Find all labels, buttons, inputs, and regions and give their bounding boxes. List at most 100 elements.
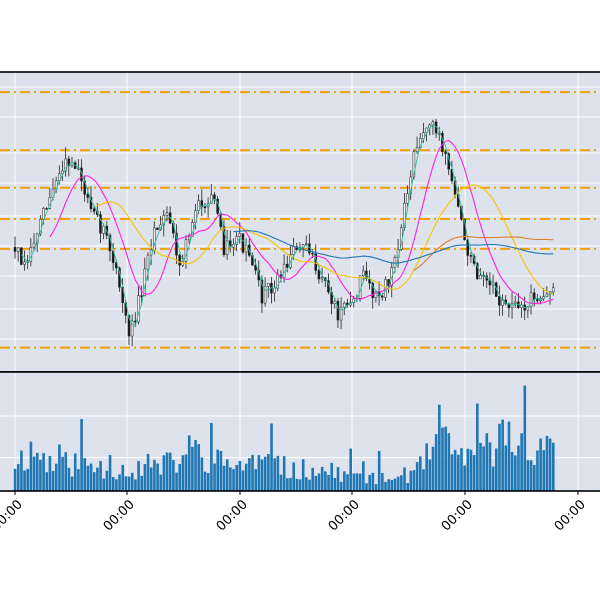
volume-bar (35, 452, 39, 491)
volume-bar (58, 444, 61, 491)
candle-body (343, 302, 346, 308)
volume-bar (529, 460, 533, 491)
volume-bar (371, 472, 375, 491)
candle-body (371, 282, 374, 299)
volume-bar (498, 423, 501, 491)
volume-bar (472, 455, 476, 491)
volume-bar (415, 462, 419, 491)
candle-body (86, 194, 90, 198)
volume-bar (263, 456, 267, 491)
volume-bar (121, 464, 125, 491)
candle-body (102, 225, 105, 234)
candle-body (203, 206, 207, 209)
volume-bar (352, 473, 356, 491)
volume-bar (206, 473, 210, 491)
volume-bar (162, 455, 166, 491)
candle-body (20, 247, 23, 265)
volume-bar (507, 421, 511, 491)
candle-body (187, 236, 191, 241)
x-axis-ticks: 00:00 00:00 00:00 00:00 00:00 00:00 (0, 491, 589, 534)
volume-bar (289, 477, 292, 491)
volume-bar (238, 461, 242, 491)
candlesticks (13, 118, 555, 347)
volume-bar (156, 463, 159, 491)
x-tick-label: 00:00 (101, 497, 138, 534)
volume-bar (365, 483, 368, 491)
candle-body (254, 264, 257, 271)
volume-bar (374, 484, 378, 491)
volume-bar (523, 385, 527, 491)
volume-bar (39, 459, 42, 491)
volume-bar (197, 444, 201, 491)
volume-bar (336, 467, 340, 491)
candle-body (513, 301, 517, 304)
volume-bar (178, 463, 182, 491)
candle-body (140, 295, 143, 297)
volume-bar (23, 470, 26, 491)
volume-bar (83, 458, 87, 491)
candle-body (267, 283, 270, 287)
volume-bar (298, 479, 302, 491)
candle-body (32, 242, 36, 248)
candle-body (108, 235, 112, 252)
candle-body (282, 263, 286, 279)
volume-bar (396, 476, 400, 491)
volume-bar (248, 458, 251, 491)
volume-bar (45, 472, 49, 491)
candle-body (127, 315, 131, 337)
candle-body (358, 275, 362, 299)
candle-body (292, 246, 295, 255)
volume-bar (146, 453, 150, 491)
volume-bar (29, 441, 33, 491)
volume-bars (13, 385, 555, 491)
volume-bar (457, 454, 460, 491)
x-tick-label: 00:00 (439, 497, 476, 534)
x-tick-label: 00:00 (552, 497, 589, 534)
volume-bar (425, 443, 428, 491)
volume-bar (279, 474, 283, 491)
volume-panel-frame (0, 371, 600, 492)
volume-bar (181, 455, 185, 491)
candle-body (415, 147, 419, 153)
candle-body (479, 275, 482, 280)
volume-bar (127, 476, 131, 491)
volume-bar (225, 459, 229, 491)
volume-bar (495, 448, 498, 491)
volume-bar (339, 481, 343, 491)
volume-bar (488, 442, 492, 491)
volume-bar (92, 472, 96, 491)
candle-body (475, 263, 479, 280)
volume-bar (460, 448, 463, 491)
volume-bar (168, 452, 172, 491)
candle-body (29, 246, 33, 262)
x-tick-label: 00:00 (214, 497, 251, 534)
volume-bar (267, 453, 270, 491)
price-panel (0, 71, 600, 373)
volume-bar (422, 469, 425, 491)
volume-bar (311, 467, 314, 491)
volume-bar (134, 479, 137, 491)
volume-bar (203, 471, 207, 491)
volume-bar (235, 464, 239, 491)
moving-average-line (413, 235, 554, 272)
volume-bar (526, 460, 530, 491)
candle-body (39, 218, 42, 235)
volume-bar (327, 474, 330, 491)
volume-bar (282, 456, 286, 491)
volume-bar (381, 473, 384, 491)
moving-averages (20, 124, 554, 328)
volume-bar (479, 442, 482, 491)
volume-bar (542, 450, 546, 491)
candle-body (184, 239, 188, 262)
volume-bar (70, 476, 74, 491)
volume-bar (16, 464, 20, 491)
volume-bar (32, 456, 36, 491)
volume-bar (520, 433, 523, 491)
volume-bar (501, 419, 504, 491)
volume-bar (320, 466, 324, 491)
volume-bar (175, 472, 178, 491)
volume-bar (533, 465, 536, 491)
volume-bar (406, 483, 409, 491)
volume-bar (257, 455, 261, 491)
